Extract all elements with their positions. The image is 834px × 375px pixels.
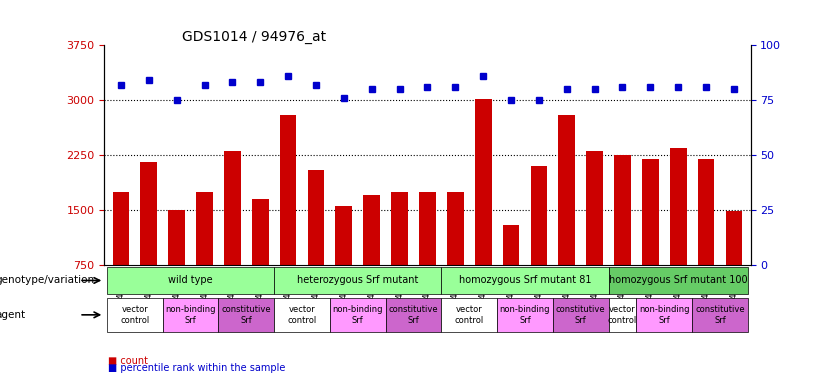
Bar — [559, 115, 575, 265]
Bar — [252, 199, 269, 265]
Text: non-binding
Srf: non-binding Srf — [333, 305, 383, 324]
FancyBboxPatch shape — [497, 298, 553, 332]
Bar — [475, 99, 491, 265]
FancyBboxPatch shape — [274, 298, 330, 332]
FancyBboxPatch shape — [107, 267, 274, 294]
Text: vector
control: vector control — [120, 305, 149, 324]
Text: vector
control: vector control — [455, 305, 484, 324]
Bar — [642, 159, 659, 265]
FancyBboxPatch shape — [330, 298, 385, 332]
Bar — [419, 192, 436, 265]
Bar — [530, 166, 547, 265]
Text: wild type: wild type — [168, 276, 213, 285]
Bar — [168, 210, 185, 265]
Bar — [503, 225, 520, 265]
Text: constitutive
Srf: constitutive Srf — [555, 305, 605, 324]
FancyBboxPatch shape — [107, 298, 163, 332]
FancyBboxPatch shape — [274, 267, 441, 294]
Bar — [726, 211, 742, 265]
FancyBboxPatch shape — [441, 267, 609, 294]
Bar — [113, 192, 129, 265]
Bar — [224, 152, 241, 265]
Bar — [447, 192, 464, 265]
Text: GDS1014 / 94976_at: GDS1014 / 94976_at — [182, 30, 326, 44]
Bar — [364, 195, 380, 265]
Text: constitutive
Srf: constitutive Srf — [696, 305, 745, 324]
Text: non-binding
Srf: non-binding Srf — [165, 305, 216, 324]
Text: non-binding
Srf: non-binding Srf — [639, 305, 690, 324]
FancyBboxPatch shape — [219, 298, 274, 332]
Text: constitutive
Srf: constitutive Srf — [389, 305, 439, 324]
FancyBboxPatch shape — [385, 298, 441, 332]
Text: vector
control: vector control — [608, 305, 637, 324]
Bar — [586, 152, 603, 265]
Bar — [279, 115, 296, 265]
Bar — [614, 155, 631, 265]
Bar — [391, 192, 408, 265]
Text: agent: agent — [0, 310, 26, 320]
Bar — [196, 192, 213, 265]
Text: vector
control: vector control — [288, 305, 317, 324]
FancyBboxPatch shape — [692, 298, 748, 332]
Text: constitutive
Srf: constitutive Srf — [222, 305, 271, 324]
FancyBboxPatch shape — [609, 267, 748, 294]
Bar — [335, 206, 352, 265]
Text: homozygous Srf mutant 81: homozygous Srf mutant 81 — [459, 276, 591, 285]
FancyBboxPatch shape — [553, 298, 609, 332]
Bar — [308, 170, 324, 265]
Bar — [140, 162, 157, 265]
FancyBboxPatch shape — [636, 298, 692, 332]
Bar — [670, 148, 686, 265]
Text: homozygous Srf mutant 100: homozygous Srf mutant 100 — [609, 276, 747, 285]
Text: non-binding
Srf: non-binding Srf — [500, 305, 550, 324]
Text: genotype/variation: genotype/variation — [0, 276, 95, 285]
FancyBboxPatch shape — [163, 298, 219, 332]
FancyBboxPatch shape — [441, 298, 497, 332]
Text: ■ percentile rank within the sample: ■ percentile rank within the sample — [108, 363, 286, 373]
Text: heterozygous Srf mutant: heterozygous Srf mutant — [297, 276, 419, 285]
FancyBboxPatch shape — [609, 298, 636, 332]
Bar — [698, 159, 715, 265]
Text: ■ count: ■ count — [108, 356, 148, 366]
